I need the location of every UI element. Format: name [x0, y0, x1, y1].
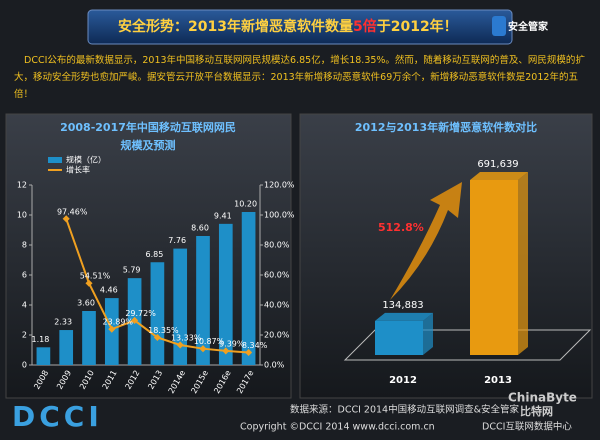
chart-title: 规模及预测: [121, 138, 176, 152]
data-label: 5.79: [123, 266, 141, 275]
arrow: [390, 182, 462, 300]
y2-tick-label: 60.0%: [264, 271, 290, 280]
y2-tick-label: 80.0%: [264, 241, 290, 250]
point: [85, 279, 93, 287]
data-label: 3.60: [77, 299, 95, 308]
y2-tick-label: 0.0%: [264, 361, 285, 370]
data-label: 134,883: [382, 300, 423, 311]
bar: [375, 320, 423, 355]
bar-top: [470, 172, 528, 180]
chart-title: 2012与2013年新增恶意软件数对比: [355, 120, 537, 134]
bar-side: [423, 312, 433, 355]
data-label: 10.20: [234, 200, 257, 209]
data-label: 18.35%: [148, 326, 179, 335]
data-label: 1.18: [31, 335, 49, 344]
logo-text: 安全管家: [508, 20, 549, 33]
point: [108, 325, 116, 333]
bar: [59, 330, 74, 365]
legend-label: 增长率: [66, 165, 90, 175]
bar: [218, 223, 233, 365]
point: [176, 341, 184, 349]
footer-copyright: Copyright ©DCCI 2014 www.dcci.com.cn: [240, 422, 435, 433]
watermark: 比特网: [520, 404, 553, 418]
legend-swatch: [48, 157, 62, 163]
data-label: 10.87%: [194, 337, 225, 346]
data-label: 9.39%: [219, 339, 245, 348]
data-label: 9.41: [214, 211, 232, 220]
data-label: 8.60: [191, 224, 209, 233]
x-tick-label: 2013: [484, 375, 512, 386]
bar-top: [375, 312, 433, 321]
data-label: 2.33: [54, 318, 72, 327]
bar: [82, 311, 96, 365]
data-label: 7.76: [168, 236, 186, 245]
data-label: 29.72%: [125, 309, 156, 318]
panel: [299, 113, 593, 399]
point: [131, 316, 139, 324]
y2-tick-label: 20.0%: [264, 331, 290, 340]
x-tick-label: 2012: [389, 375, 417, 386]
bar-side: [518, 172, 528, 355]
page-title: 安全形势：2013年新增恶意软件数量5倍于2012年！: [118, 18, 458, 35]
floor: [343, 329, 592, 361]
point: [199, 345, 207, 353]
footer-logo: DCCI: [12, 400, 103, 433]
footer-source: 数据来源：DCCI 2014中国移动互联网调查&安全管家: [290, 404, 519, 416]
bar: [196, 236, 210, 365]
y-tick-label: 12: [17, 181, 27, 190]
intro-text: DCCI公布的最新数据显示，2013年中国移动互联网网民规模达6.85亿，增长1…: [14, 55, 585, 100]
footer-org: DCCI互联网数据中心: [482, 421, 572, 433]
data-label: 97.46%: [57, 207, 88, 216]
data-label: 691,639: [477, 159, 518, 170]
y-tick-label: 6: [22, 271, 27, 280]
point: [153, 333, 161, 342]
bar: [470, 180, 518, 355]
bar: [36, 347, 51, 365]
point: [222, 347, 230, 355]
y-tick-label: 0: [22, 361, 27, 370]
logo-icon: [492, 16, 506, 36]
title-bar: [87, 9, 513, 45]
point: [245, 348, 253, 357]
y2-tick-label: 120.0%: [264, 181, 295, 190]
data-label: 6.85: [145, 250, 163, 259]
data-label: 4.46: [100, 286, 118, 295]
data-label: 54.51%: [80, 272, 111, 281]
y-tick-label: 4: [22, 301, 27, 310]
y2-tick-label: 40.0%: [264, 301, 290, 310]
bar: [173, 248, 188, 365]
data-label: 13.33%: [171, 334, 202, 343]
bar: [241, 212, 256, 365]
y-tick-label: 2: [22, 331, 27, 340]
data-label: 8.34%: [242, 341, 268, 350]
data-label: 23.89%: [103, 318, 134, 327]
chart-title: 2008-2017年中国移动互联网网民: [60, 120, 236, 134]
legend-label: 规模（亿）: [66, 155, 106, 165]
y-tick-label: 8: [22, 241, 27, 250]
annotation: 512.8%: [378, 221, 424, 234]
y2-tick-label: 100.0%: [264, 211, 295, 220]
y-tick-label: 10: [17, 211, 27, 220]
watermark: ChinaByte: [508, 391, 577, 405]
